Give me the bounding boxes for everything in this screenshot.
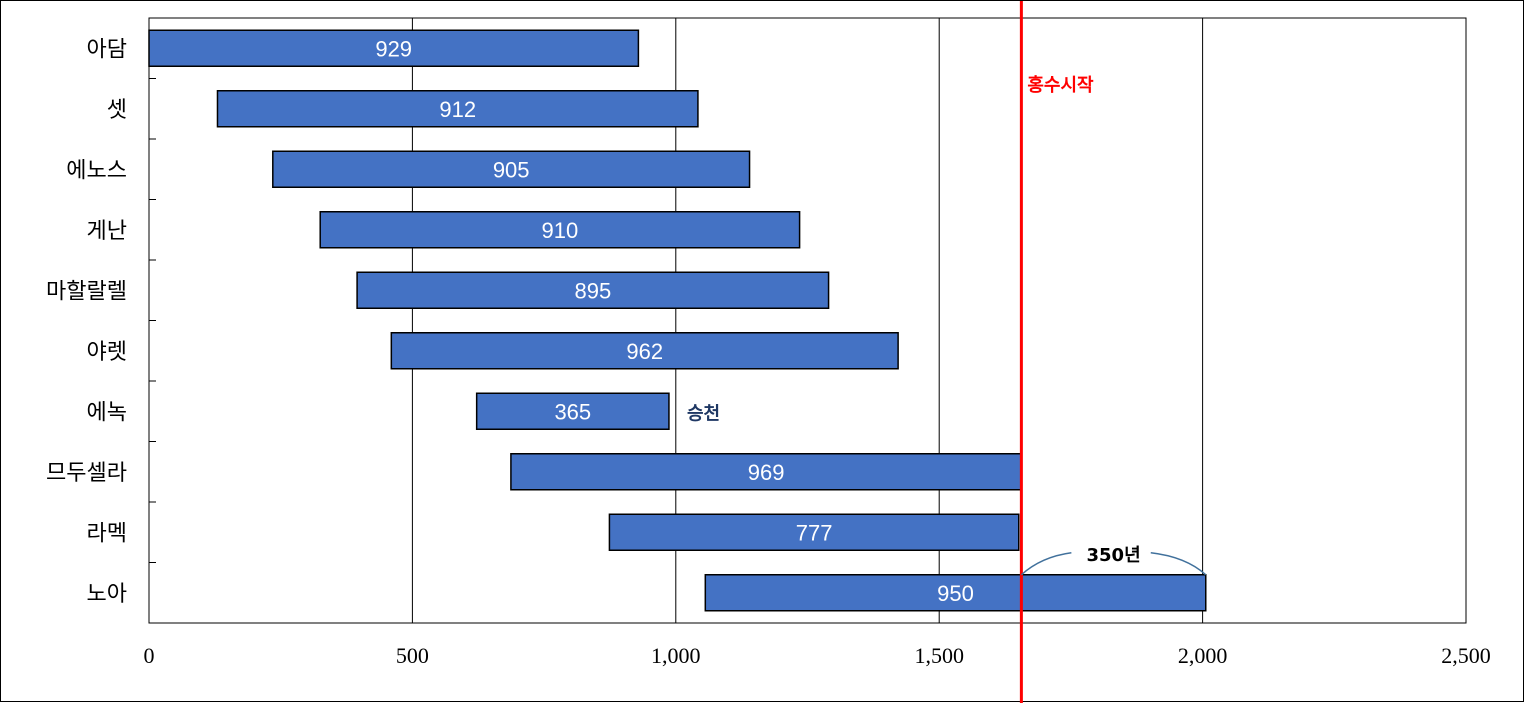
- bar: [608, 513, 1020, 551]
- data-label: 910: [542, 218, 579, 243]
- data-label: 962: [626, 339, 663, 364]
- category-label: 라멕: [87, 521, 127, 546]
- data-label: 969: [748, 460, 785, 485]
- data-label: 950: [937, 581, 974, 606]
- enoch-note: 승천: [687, 403, 720, 424]
- category-label: 므두셀라: [46, 461, 127, 486]
- data-label: 777: [796, 520, 833, 545]
- category-label: 마할랄렐: [46, 279, 127, 304]
- flood-label: 홍수시작: [1027, 74, 1094, 96]
- x-tick-label: 1,500: [914, 643, 964, 668]
- span-brace-left: [1020, 552, 1072, 576]
- bar: [272, 150, 751, 188]
- bar: [148, 29, 640, 67]
- category-label: 셋: [107, 98, 127, 123]
- bar: [475, 392, 670, 430]
- data-label: 905: [493, 157, 530, 182]
- data-label: 365: [554, 399, 591, 424]
- category-label: 노아: [87, 582, 127, 607]
- bar: [216, 90, 699, 128]
- category-label: 야렛: [87, 340, 127, 365]
- x-tick-label: 1,000: [651, 643, 701, 668]
- bar: [510, 453, 1023, 491]
- category-label: 에녹: [87, 400, 127, 425]
- bar: [704, 574, 1207, 612]
- x-tick-label: 2,500: [1441, 643, 1491, 668]
- category-label: 아담: [87, 37, 127, 62]
- data-label: 929: [375, 36, 412, 61]
- data-label: 895: [574, 278, 611, 303]
- data-label: 912: [439, 97, 476, 122]
- span-label: 350년: [1087, 545, 1141, 566]
- bar: [356, 271, 830, 309]
- x-tick-label: 0: [144, 643, 155, 668]
- bar: [390, 332, 899, 370]
- bar: [319, 211, 801, 249]
- category-label: 게난: [87, 219, 127, 244]
- x-tick-label: 500: [396, 643, 429, 668]
- x-tick-label: 2,000: [1178, 643, 1228, 668]
- span-brace-right: [1150, 552, 1207, 576]
- category-label: 에노스: [66, 158, 127, 183]
